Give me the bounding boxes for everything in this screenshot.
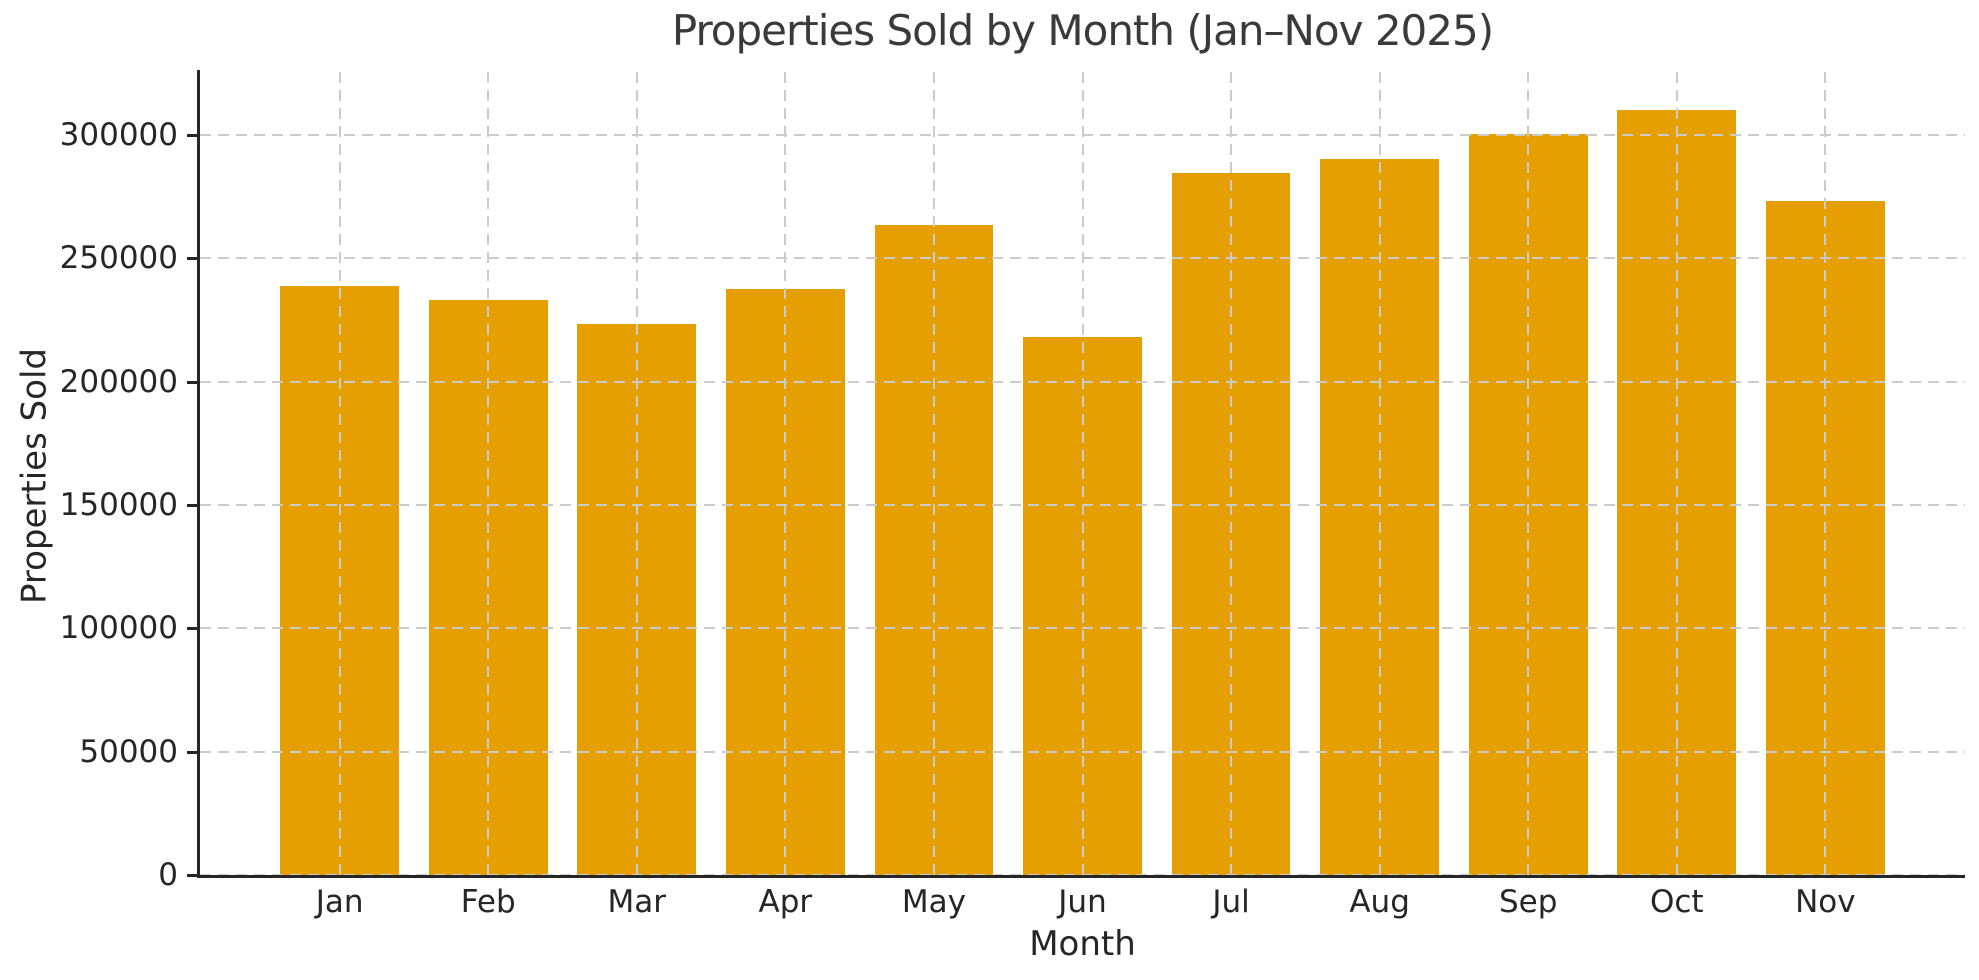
x-tick-label: Apr — [758, 884, 813, 920]
x-tick-label: Mar — [607, 884, 667, 920]
v-gridline — [338, 72, 341, 875]
v-gridline — [1824, 72, 1827, 875]
v-gridline — [1527, 72, 1530, 875]
plot-area — [200, 72, 1965, 876]
x-tick-label: Jan — [315, 884, 364, 920]
v-gridline — [784, 72, 787, 875]
y-tick-mark — [187, 257, 200, 261]
y-tick-label: 0 — [158, 857, 178, 893]
y-tick-mark — [187, 874, 200, 877]
y-tick-mark — [187, 627, 200, 631]
v-gridline — [487, 72, 490, 875]
y-axis-spine — [197, 70, 200, 878]
h-gridline — [200, 750, 1965, 753]
x-tick-label: Sep — [1498, 884, 1558, 920]
x-tick-label: Jul — [1212, 884, 1250, 920]
v-gridline — [1230, 72, 1233, 875]
h-gridline — [200, 134, 1965, 137]
chart-title: Properties Sold by Month (Jan–Nov 2025) — [671, 6, 1494, 55]
h-gridline — [200, 504, 1965, 507]
y-tick-label: 200000 — [59, 363, 178, 400]
y-tick-label: 50000 — [79, 733, 178, 770]
y-tick-mark — [187, 750, 200, 754]
y-tick-mark — [187, 380, 200, 384]
v-gridline — [932, 72, 935, 875]
y-tick-label: 300000 — [59, 117, 178, 154]
v-gridline — [1081, 72, 1084, 875]
v-gridline — [635, 72, 638, 875]
x-tick-label: Oct — [1649, 884, 1704, 920]
x-tick-label: Nov — [1795, 884, 1856, 920]
x-tick-label: Feb — [460, 884, 516, 920]
y-tick-label: 250000 — [59, 240, 178, 277]
v-gridline — [1378, 72, 1381, 875]
y-tick-mark — [187, 504, 200, 508]
x-tick-label: May — [901, 884, 966, 920]
x-tick-label: Aug — [1349, 884, 1410, 920]
x-axis-label: Month — [1029, 924, 1136, 964]
h-gridline — [200, 380, 1965, 383]
x-tick-label: Jun — [1058, 884, 1107, 920]
y-tick-label: 100000 — [59, 610, 178, 647]
v-gridline — [1675, 72, 1678, 875]
h-gridline — [200, 257, 1965, 260]
x-axis-spine — [197, 875, 1965, 878]
y-tick-mark — [187, 134, 200, 138]
y-tick-label: 150000 — [59, 487, 178, 524]
h-gridline — [200, 627, 1965, 630]
